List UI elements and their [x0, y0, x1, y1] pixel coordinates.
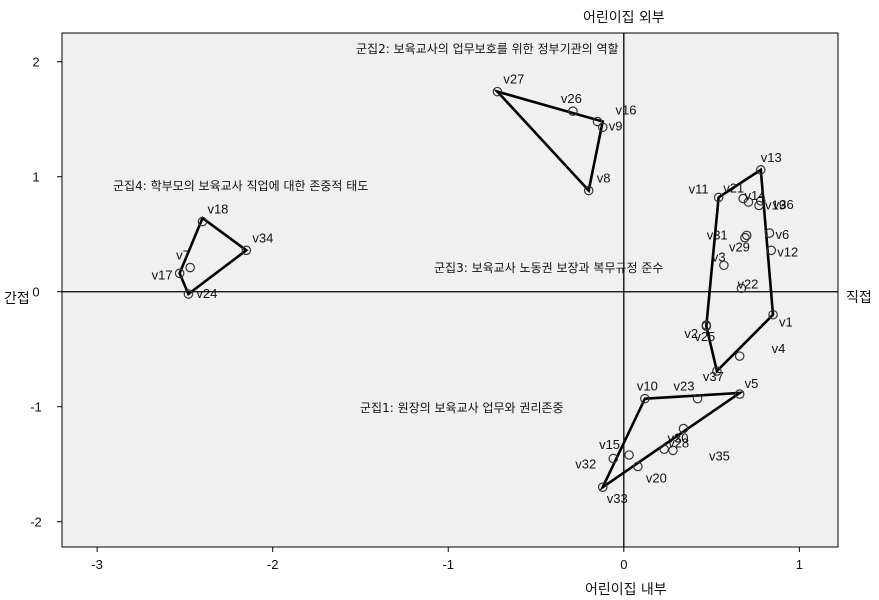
y-tick-label: 2	[32, 55, 39, 70]
cluster-hull	[178, 216, 249, 297]
point-label: v35	[709, 448, 730, 463]
point-label: v2	[684, 326, 698, 341]
data-point	[755, 165, 766, 175]
point-label: v14	[744, 188, 765, 203]
data-point	[713, 192, 724, 203]
point-label: v37	[703, 369, 724, 384]
point-label: v5	[745, 376, 759, 391]
point-label: v10	[637, 379, 658, 394]
point-label: v20	[646, 471, 667, 486]
cluster-label: 군집2: 보육교사의 업무보호를 위한 정부기관의 역할	[356, 42, 619, 56]
y-tick-label: -1	[30, 400, 42, 415]
point-label: v31	[707, 227, 728, 242]
point-label: v33	[607, 491, 628, 506]
data-point	[633, 461, 643, 472]
bottom-axis-label: 어린이집 내부	[585, 582, 667, 598]
data-point	[734, 389, 745, 399]
data-point	[197, 216, 208, 227]
data-point	[597, 482, 608, 493]
y-tick-label: 1	[32, 170, 39, 185]
point-label: v21	[723, 181, 744, 196]
data-point	[738, 193, 748, 204]
data-point	[768, 309, 778, 320]
point-label: v16	[615, 103, 636, 118]
plot-area	[61, 32, 839, 548]
cluster-hull	[599, 391, 745, 492]
data-point	[583, 185, 594, 196]
data-point	[755, 196, 766, 206]
data-point	[241, 245, 252, 256]
y-tick-label: -2	[30, 515, 42, 530]
data-point	[692, 393, 703, 404]
cluster-label: 군집3: 보육교사 노동권 보장과 복무규정 준수	[434, 261, 663, 275]
point-label: v34	[252, 230, 273, 245]
data-point	[741, 230, 752, 241]
data-point	[174, 268, 185, 279]
point-label: v4	[772, 341, 786, 356]
data-point	[766, 245, 777, 256]
point-label: v22	[737, 276, 758, 291]
point-label: v30	[668, 431, 689, 446]
x-tick-label: -1	[442, 557, 454, 572]
point-label: v9	[609, 118, 623, 133]
data-point	[185, 262, 195, 273]
point-label: v18	[207, 202, 228, 217]
x-tick-label: -3	[91, 557, 103, 572]
point-label: v26	[561, 91, 582, 106]
y-tick-label: 0	[32, 285, 39, 300]
x-tick-label: 0	[620, 557, 627, 572]
point-label: v28	[668, 435, 689, 450]
data-point	[701, 320, 712, 330]
x-tick-label: 1	[796, 557, 803, 572]
data-point	[743, 197, 754, 207]
cluster-label: 군집1: 원장의 보육교사 업무와 권리존중	[360, 401, 564, 415]
data-point	[624, 450, 634, 460]
data-point	[678, 423, 689, 434]
point-label: v32	[575, 456, 596, 471]
point-label: v19	[765, 197, 786, 212]
point-label: v24	[196, 286, 217, 301]
data-point	[640, 393, 650, 404]
left-axis-label: 간접	[4, 291, 30, 307]
point-label: v6	[776, 227, 790, 242]
point-label: v11	[689, 181, 709, 196]
point-label: v29	[729, 240, 750, 255]
right-axis-label: 직접	[846, 290, 872, 306]
point-label: v15	[599, 437, 620, 452]
x-tick-label: -2	[267, 557, 279, 572]
data-point	[736, 283, 747, 294]
point-label: v25	[694, 329, 715, 344]
cluster-hull	[704, 167, 775, 374]
data-point	[597, 122, 608, 133]
point-label: v7	[176, 248, 190, 263]
point-label: v12	[777, 244, 798, 259]
point-label: v8	[597, 171, 611, 186]
point-label: v17	[152, 267, 173, 282]
point-label: v13	[761, 150, 782, 165]
data-point	[568, 106, 578, 116]
data-point	[734, 351, 745, 361]
data-point	[492, 86, 503, 97]
data-point	[668, 445, 678, 456]
data-point	[754, 200, 764, 211]
data-point	[608, 453, 619, 464]
point-label: v23	[674, 379, 695, 394]
data-point	[740, 232, 750, 243]
data-point	[592, 116, 603, 127]
cluster-label: 군집4: 학부모의 보육교사 직업에 대한 존중적 태도	[113, 179, 368, 193]
point-label: v3	[712, 249, 726, 264]
point-label: v1	[779, 315, 793, 330]
cluster-hull	[493, 89, 605, 194]
point-label: v36	[773, 197, 794, 212]
data-point	[764, 228, 775, 238]
point-label: v27	[503, 72, 524, 87]
top-axis-label: 어린이집 외부	[583, 10, 665, 26]
data-point	[712, 366, 722, 376]
data-point	[183, 289, 194, 299]
data-point	[719, 260, 729, 271]
